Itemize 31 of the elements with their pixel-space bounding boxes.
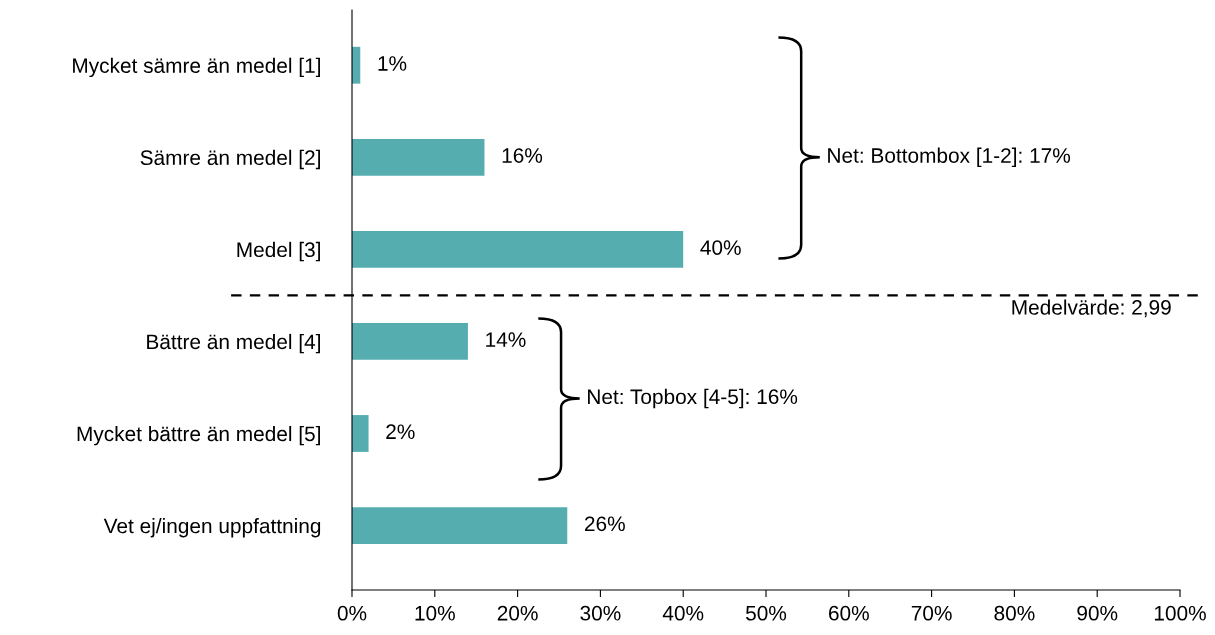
data-label: 14% bbox=[486, 332, 526, 347]
bar bbox=[352, 323, 468, 360]
x-tick-label: 60% bbox=[829, 605, 869, 621]
data-label: 1% bbox=[378, 56, 407, 71]
bar bbox=[352, 138, 485, 176]
annotation: Medelvärde: 2,99 bbox=[1012, 299, 1171, 318]
annotation: Net: Topbox [4-5]: 16% bbox=[588, 388, 798, 409]
y-tick-label: Bättre än medel [4] bbox=[147, 333, 320, 354]
x-tick-label: 90% bbox=[1077, 605, 1118, 621]
x-tick-label: 100% bbox=[1154, 605, 1206, 621]
bar bbox=[352, 507, 568, 544]
x-tick-label: 70% bbox=[911, 605, 952, 621]
x-tick-label: 30% bbox=[580, 605, 621, 621]
annotation: Net: Bottombox [1-2]: 17% bbox=[828, 147, 1071, 168]
bar bbox=[352, 415, 369, 452]
data-label: 40% bbox=[700, 240, 741, 255]
y-tick-label: Vet ej/ingen uppfattning bbox=[103, 518, 321, 538]
x-tick-label: 50% bbox=[745, 605, 787, 621]
x-tick-label: 80% bbox=[994, 605, 1035, 621]
y-tick-label: Sämre än medel [2] bbox=[140, 149, 320, 170]
x-tick-label: 10% bbox=[415, 605, 455, 621]
x-tick-label: 40% bbox=[662, 605, 704, 621]
data-label: 26% bbox=[584, 516, 625, 532]
y-tick-label: Mycket bättre än medel [5] bbox=[77, 425, 320, 446]
data-label: 16% bbox=[502, 148, 543, 163]
y-tick-label: Medel [3] bbox=[237, 241, 320, 262]
x-tick-label: 20% bbox=[497, 605, 538, 621]
y-tick-label: Mycket sämre än medel [1] bbox=[73, 57, 320, 78]
bar bbox=[352, 230, 684, 268]
x-tick-label: 0% bbox=[337, 605, 367, 621]
data-label: 2% bbox=[386, 424, 415, 439]
